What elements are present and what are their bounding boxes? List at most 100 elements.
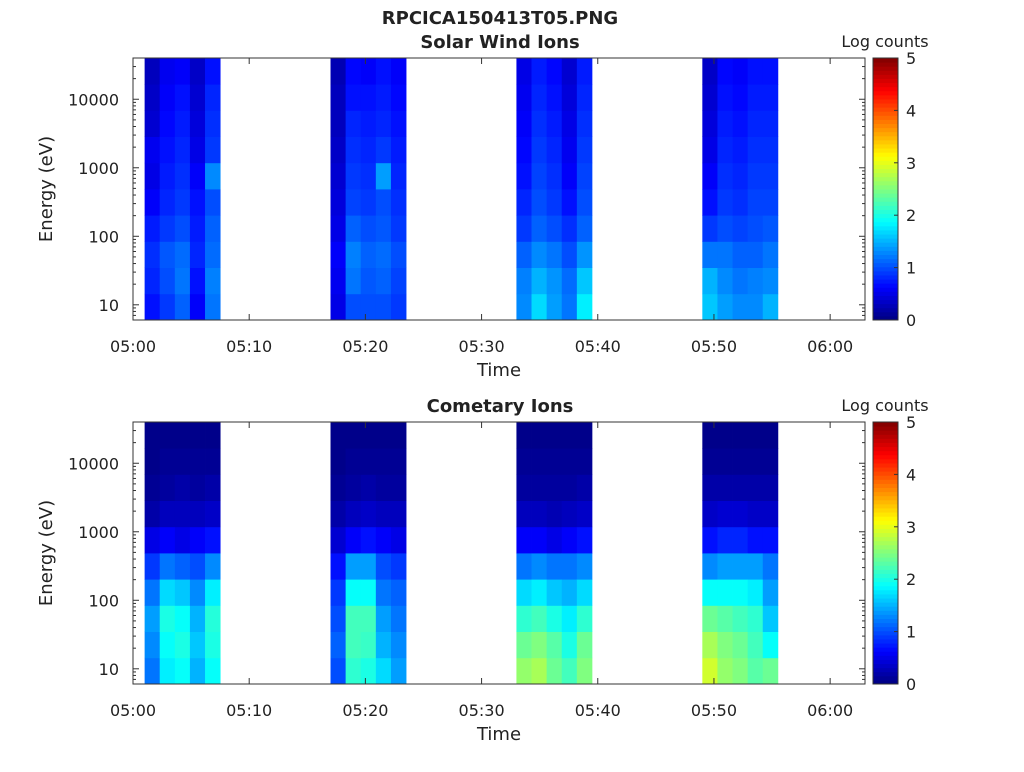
spectrogram-cell xyxy=(702,448,718,475)
spectrogram-cell xyxy=(205,110,221,137)
spectrogram-cell xyxy=(345,293,362,321)
spectrogram-cell xyxy=(702,241,718,268)
spectrogram-cell xyxy=(561,241,578,268)
colorbar-swatch xyxy=(873,295,898,301)
spectrogram-cell xyxy=(345,215,362,242)
spectrogram-cell xyxy=(576,241,593,268)
spectrogram-cell xyxy=(732,189,749,216)
spectrogram-cell xyxy=(732,110,749,137)
spectrogram-cell xyxy=(531,136,548,164)
colorbar-swatch xyxy=(873,90,898,96)
spectrogram-cell xyxy=(531,110,548,137)
spectrogram-cell xyxy=(531,605,548,632)
colorbar-swatch xyxy=(873,111,898,116)
spectrogram-cell xyxy=(144,110,161,137)
spectrogram-cell xyxy=(561,267,578,295)
spectrogram-cell xyxy=(531,241,548,268)
spectrogram-cells xyxy=(144,422,779,685)
spectrogram-cell xyxy=(561,474,578,501)
spectrogram-cell xyxy=(561,448,578,475)
colorbar: 0 1 2 3 4 5 xyxy=(872,49,916,330)
spectrogram-cell xyxy=(717,422,733,449)
colorbar-swatch xyxy=(873,647,898,652)
spectrogram-cell xyxy=(717,293,733,321)
spectrogram-cell xyxy=(561,189,578,216)
colorbar-swatch xyxy=(873,634,898,640)
spectrogram-cell xyxy=(189,553,206,580)
spectrogram-cell xyxy=(330,58,347,85)
colorbar-swatch xyxy=(873,254,898,260)
spectrogram-cell xyxy=(576,110,593,137)
y-tick-label: 10 xyxy=(99,660,119,679)
spectrogram-cell xyxy=(702,657,718,685)
spectrogram-cell xyxy=(189,605,206,632)
colorbar-swatch xyxy=(873,270,898,276)
spectrogram-cell xyxy=(546,136,563,164)
spectrogram-cell xyxy=(330,631,347,659)
spectrogram-cell xyxy=(732,162,749,190)
colorbar-swatch xyxy=(873,532,898,538)
spectrogram-cell xyxy=(189,422,206,449)
spectrogram-cell xyxy=(531,215,548,242)
spectrogram-cell xyxy=(205,605,221,632)
colorbar-swatch xyxy=(873,62,898,67)
spectrogram-cell xyxy=(516,553,532,580)
spectrogram-cell xyxy=(747,605,764,632)
spectrogram-cell xyxy=(360,267,377,295)
colorbar-swatch xyxy=(873,242,898,247)
spectrogram-cell xyxy=(516,526,532,554)
spectrogram-cell xyxy=(345,605,362,632)
spectrogram-cell xyxy=(702,58,718,85)
colorbar-swatch xyxy=(873,86,898,92)
spectrogram-cell xyxy=(561,422,578,449)
spectrogram-cell xyxy=(174,422,191,449)
spectrogram-cell xyxy=(345,241,362,268)
spectrogram-cell xyxy=(205,474,221,501)
colorbar-frame xyxy=(872,421,899,685)
colorbar-swatch xyxy=(873,528,898,534)
colorbar-swatch xyxy=(873,107,898,112)
spectrogram-cell xyxy=(144,422,161,449)
spectrogram-cell xyxy=(516,293,532,321)
spectrogram-cell xyxy=(702,553,718,580)
spectrogram-cell xyxy=(717,136,733,164)
colorbar-swatch xyxy=(873,303,898,309)
colorbar-swatch xyxy=(873,172,898,178)
spectrogram-cell xyxy=(732,631,749,659)
colorbar-frame xyxy=(872,57,899,321)
spectrogram-cell xyxy=(576,605,593,632)
spectrogram-cell xyxy=(330,189,347,216)
x-tick-label: 05:30 xyxy=(459,337,505,356)
colorbar-swatch xyxy=(873,553,898,558)
spectrogram-cell xyxy=(174,553,191,580)
colorbar-swatch xyxy=(873,262,898,268)
spectrogram-cell xyxy=(702,422,718,449)
spectrogram-cell xyxy=(717,553,733,580)
spectrogram-cell xyxy=(174,189,191,216)
spectrogram-cell xyxy=(360,500,377,528)
spectrogram-cell xyxy=(189,58,206,85)
spectrogram-cell xyxy=(159,657,176,685)
spectrogram-cell xyxy=(205,215,221,242)
x-tick-label: 06:00 xyxy=(807,337,853,356)
colorbar: 0 1 2 3 4 5 xyxy=(872,413,916,694)
spectrogram-cell xyxy=(561,579,578,606)
spectrogram-cell xyxy=(375,84,392,111)
spectrogram-cell xyxy=(390,241,407,268)
spectrogram-cell xyxy=(375,500,392,528)
colorbar-swatch xyxy=(873,561,898,566)
colorbar-swatch xyxy=(873,651,898,656)
spectrogram-cell xyxy=(159,500,176,528)
spectrogram-cell xyxy=(747,422,764,449)
spectrogram-cell xyxy=(360,553,377,580)
colorbar-swatch xyxy=(873,544,898,550)
spectrogram-cell xyxy=(747,267,764,295)
colorbar-swatch xyxy=(873,274,898,280)
colorbar-swatch xyxy=(873,426,898,431)
spectrogram-cell xyxy=(174,293,191,321)
colorbar-swatch xyxy=(873,630,898,636)
spectrogram-cell xyxy=(174,215,191,242)
spectrogram-cell xyxy=(174,136,191,164)
spectrogram-cell xyxy=(345,422,362,449)
spectrogram-cell xyxy=(345,657,362,685)
